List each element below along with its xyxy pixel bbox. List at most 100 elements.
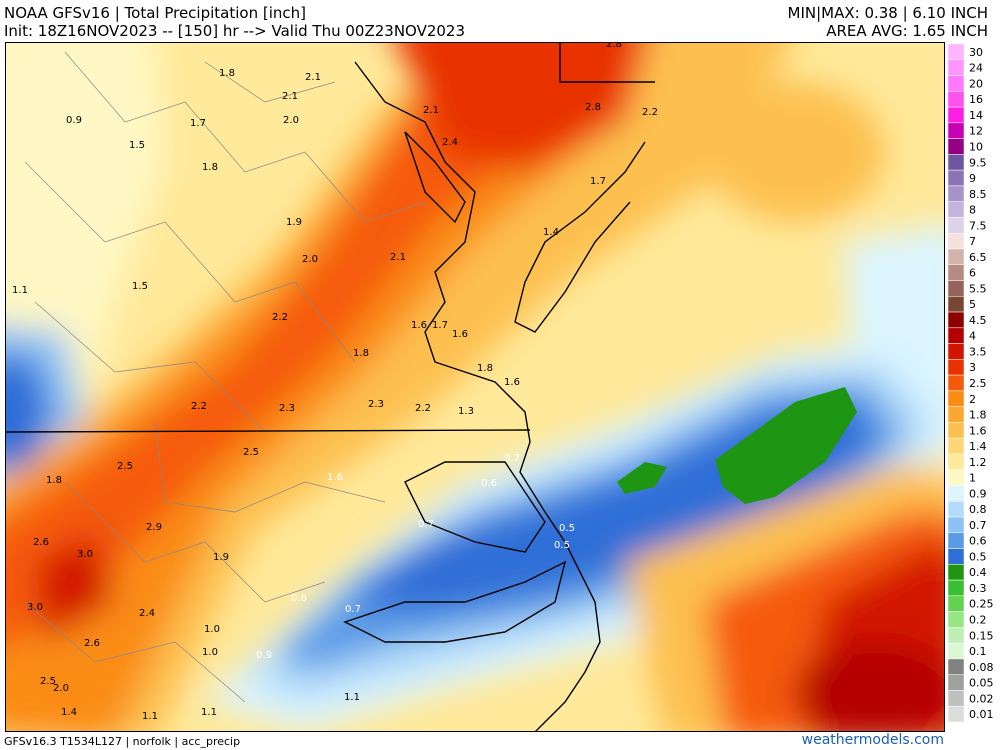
- map-label: 2.1: [305, 72, 321, 83]
- map-label: 0.5: [554, 540, 570, 551]
- legend-label: 0.8: [969, 503, 987, 516]
- legend-swatch: [948, 217, 965, 234]
- map-label: 2.4: [139, 608, 155, 619]
- legend-label: 7.5: [969, 219, 987, 232]
- legend-label: 0.7: [969, 519, 987, 532]
- map-label: 0.7: [504, 453, 520, 464]
- legend-label: 4.5: [969, 314, 987, 327]
- legend-swatch: [948, 453, 965, 470]
- map-label: 2.0: [302, 254, 318, 265]
- legend-swatch: [948, 642, 965, 660]
- legend-swatch: [948, 374, 965, 392]
- legend-swatch: [948, 185, 965, 202]
- legend-label: 6.5: [969, 251, 987, 264]
- legend-swatch: [948, 232, 965, 250]
- legend-label: 24: [969, 62, 983, 75]
- map-label: 1.6: [504, 377, 520, 388]
- legend-label: 1.4: [969, 440, 987, 453]
- map-label: 1.8: [219, 68, 235, 79]
- legend-label: 14: [969, 109, 983, 122]
- map-label: 0.7: [418, 519, 434, 530]
- legend-label: 2: [969, 393, 976, 406]
- legend-swatch: [948, 296, 965, 313]
- legend-swatch: [948, 516, 965, 534]
- map-label: 1.5: [132, 281, 148, 292]
- legend-swatch: [948, 674, 965, 691]
- legend-label: 0.2: [969, 614, 987, 627]
- legend-label: 1.2: [969, 456, 987, 469]
- legend-swatch: [948, 469, 965, 486]
- legend-swatch: [948, 658, 965, 675]
- legend-swatch: [948, 406, 965, 423]
- map-label: 2.4: [442, 137, 458, 148]
- map-label: 2.1: [282, 91, 298, 102]
- map-label: 2.2: [415, 403, 431, 414]
- map-label: 3.0: [27, 602, 43, 613]
- legend-swatch: [948, 532, 965, 549]
- map-label: 1.8: [46, 475, 62, 486]
- map-label: 2.1: [423, 105, 439, 116]
- legend-swatch: [948, 327, 965, 344]
- legend-swatch: [948, 595, 965, 612]
- legend-label: 0.02: [969, 692, 994, 705]
- map-label: 1.7: [432, 320, 448, 331]
- map-label: 1.4: [61, 707, 77, 718]
- legend-swatch: [948, 564, 965, 581]
- legend-label: 3: [969, 361, 976, 374]
- map-label: 2.5: [117, 461, 133, 472]
- legend-swatch: [948, 579, 965, 597]
- map-label: 2.0: [53, 683, 69, 694]
- legend-label: 0.3: [969, 582, 987, 595]
- map-label: 2.2: [642, 107, 658, 118]
- title: NOAA GFSv16 | Total Precipitation [inch]: [4, 4, 306, 22]
- map-label: 1.8: [477, 363, 493, 374]
- legend-swatch: [948, 343, 965, 360]
- legend-label: 6: [969, 267, 976, 280]
- legend-label: 2.5: [969, 377, 987, 390]
- legend-label: 0.6: [969, 535, 987, 548]
- map-label: 1.5: [129, 140, 145, 151]
- map-label: 1.1: [201, 707, 217, 718]
- map-label: 0.6: [481, 478, 497, 489]
- min-max: MIN|MAX: 0.38 | 6.10 INCH: [787, 4, 989, 22]
- map-label: 2.3: [279, 403, 295, 414]
- map-label: 1.7: [190, 118, 206, 129]
- map-label: 3.0: [77, 549, 93, 560]
- legend-label: 0.25: [969, 598, 994, 611]
- legend-label: 9.5: [969, 156, 987, 169]
- legend-swatch: [948, 422, 965, 439]
- legend-swatch: [948, 122, 965, 139]
- site-link[interactable]: weathermodels.com: [801, 732, 944, 748]
- map-label: 2.0: [283, 115, 299, 126]
- legend-label: 12: [969, 125, 983, 138]
- map-label: 2.2: [272, 312, 288, 323]
- map-label: 1.4: [543, 227, 559, 238]
- legend-label: 0.4: [969, 566, 987, 579]
- map-label: 1.6: [411, 320, 427, 331]
- map-label: 1.9: [213, 552, 229, 563]
- legend-swatch: [948, 75, 965, 92]
- legend-swatch: [948, 106, 965, 124]
- map-label: 2.5: [243, 447, 259, 458]
- map-label: 0.8: [291, 593, 307, 604]
- legend-swatch: [948, 311, 965, 329]
- legend-swatch: [948, 169, 965, 187]
- map-label: 2.8: [606, 42, 622, 50]
- legend-label: 5: [969, 298, 976, 311]
- legend-label: 0.01: [969, 708, 994, 721]
- map-label: 1.1: [344, 692, 360, 703]
- legend-swatch: [948, 690, 965, 707]
- legend-swatch: [948, 59, 965, 76]
- map-label: 2.6: [84, 638, 100, 649]
- legend-swatch: [948, 44, 965, 61]
- map-label: 1.0: [202, 647, 218, 658]
- area-avg: AREA AVG: 1.65 INCH: [826, 22, 988, 40]
- legend-label: 1.8: [969, 409, 987, 422]
- legend-swatch: [948, 201, 965, 218]
- map-label: 2.8: [585, 102, 601, 113]
- legend-swatch: [948, 91, 965, 108]
- legend-label: 0.15: [969, 629, 994, 642]
- legend-label: 8.5: [969, 188, 987, 201]
- precip-field: [5, 42, 945, 732]
